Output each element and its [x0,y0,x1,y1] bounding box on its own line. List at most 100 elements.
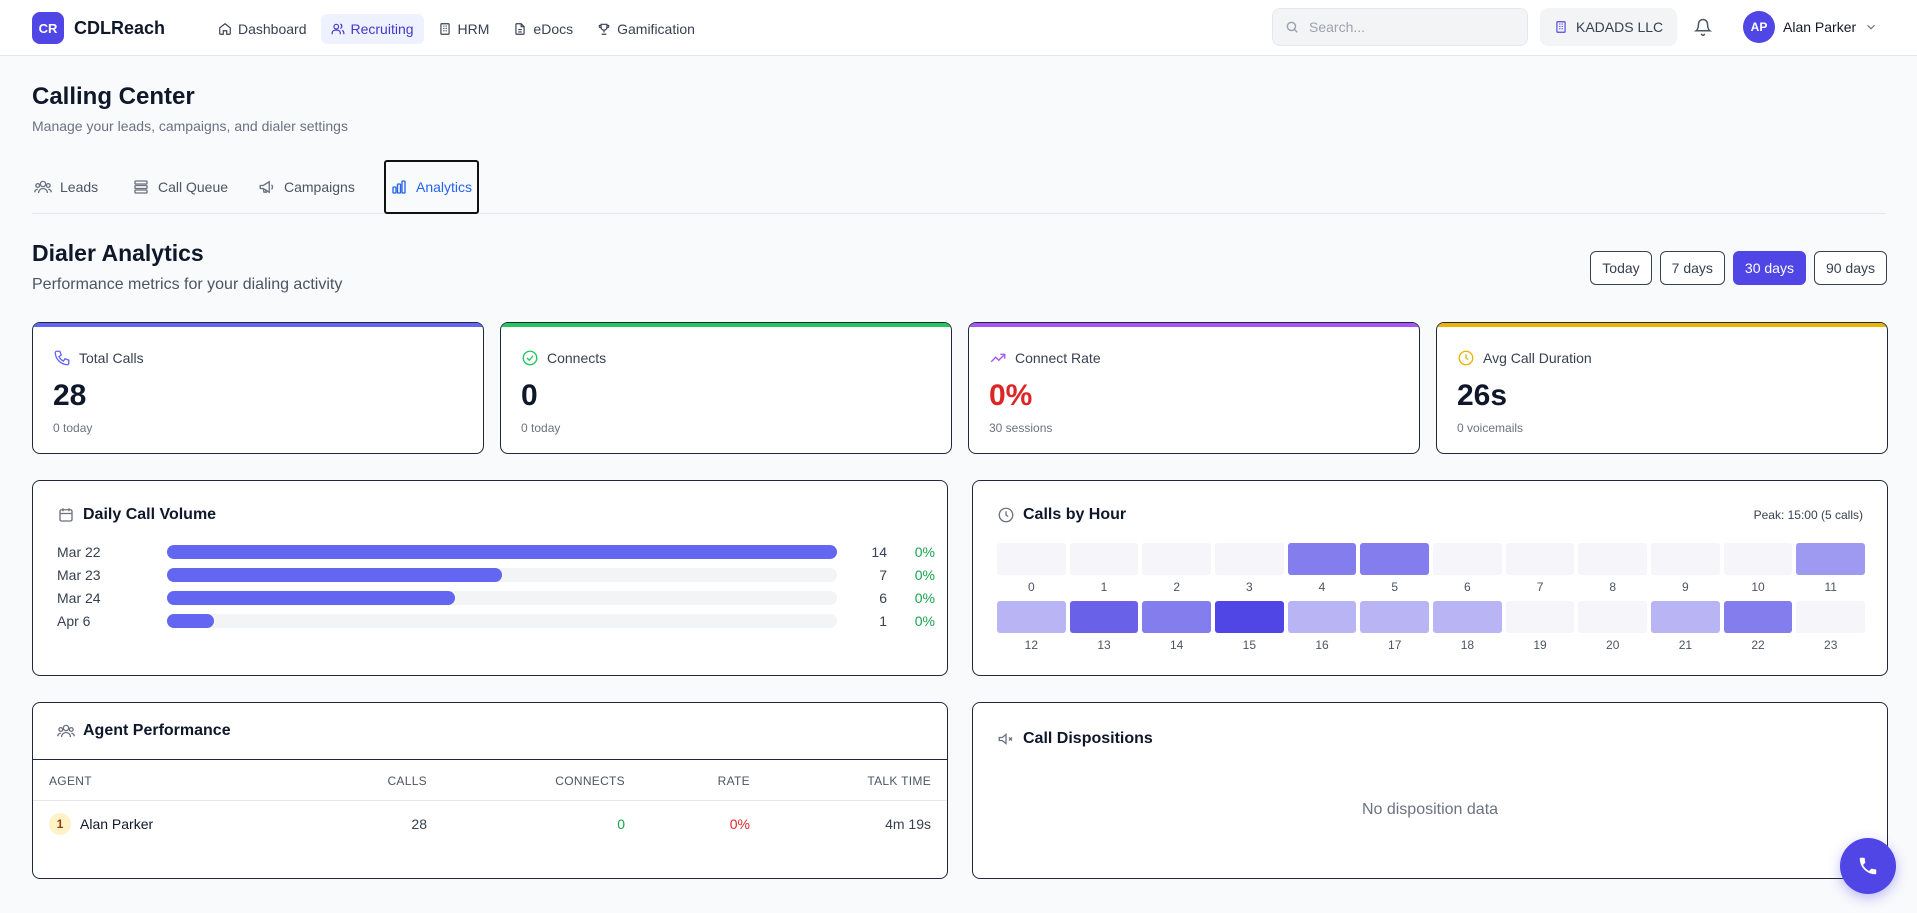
home-icon [219,23,231,35]
avatar: AP [1743,11,1775,43]
user-menu[interactable]: AP Alan Parker [1743,11,1878,43]
page-subtitle: Manage your leads, campaigns, and dialer… [32,118,348,134]
nav-label: eDocs [533,21,574,37]
column-header-calls: CALLS [387,774,427,788]
building-icon [439,23,450,35]
tab-campaigns[interactable]: Campaigns [258,160,355,214]
volume-bar-track [167,568,837,582]
volume-rate: 0% [914,613,935,629]
hour-label: 12 [1024,638,1039,652]
hour-label: 3 [1246,580,1253,594]
stat-label-row: Avg Call Duration [1457,349,1592,367]
hour-label: 9 [1682,580,1689,594]
nav-item-hrm[interactable]: HRM [428,14,500,44]
notifications-button[interactable] [1694,18,1712,36]
hour-label: 13 [1097,638,1111,652]
card-title: Agent Performance [83,722,231,739]
calendar-icon [59,508,73,522]
hour-cell [1723,601,1793,633]
hour-label: 8 [1609,580,1617,594]
volume-rate: 0% [914,567,935,583]
column-header-connects: CONNECTS [555,774,625,788]
empty-state-message: No disposition data [1361,801,1499,818]
hour-cell [1069,543,1139,575]
hour-cell [1651,543,1720,575]
hour-cell [997,601,1066,633]
hour-cell [1796,601,1866,633]
volume-count: 1 [879,613,887,629]
speaker-muted-icon [998,733,1013,745]
range-today-button[interactable]: Today [1590,251,1652,285]
date-range-selector: Today 7 days 30 days 90 days [1590,251,1887,285]
hour-label: 6 [1464,580,1471,594]
daily-volume-card: Daily Call Volume Mar 22 14 0% Mar 23 7 0% Mar… [32,480,948,676]
company-name: KADADS LLC [1576,19,1664,35]
floating-call-button[interactable] [1840,838,1896,894]
tab-analytics[interactable]: Analytics [384,160,480,214]
search-icon [1286,21,1298,33]
agent-calls: 28 [411,816,427,832]
page-title: Calling Center [32,83,195,110]
clock-icon [998,507,1014,523]
volume-bar-track [167,614,837,628]
hour-label: 22 [1751,638,1765,652]
tab-label: Call Queue [158,179,229,195]
hour-label: 17 [1388,638,1402,652]
volume-row: Mar 24 6 0% [57,588,941,608]
volume-rate: 0% [914,544,935,560]
range-30-days-button[interactable]: 30 days [1732,251,1806,285]
check-circle-icon [522,350,538,366]
users-icon [57,724,75,738]
volume-bar [167,568,502,582]
tab-call-queue[interactable]: Call Queue [132,160,228,214]
nav-item-gamification[interactable]: Gamification [587,14,705,44]
hour-label: 10 [1751,580,1765,594]
nav-label: HRM [457,21,490,37]
volume-date: Mar 23 [57,567,101,583]
card-header: Calls by Hour [997,506,1126,524]
list-icon [134,180,148,194]
volume-date: Apr 6 [57,613,91,629]
peak-label: Peak: 15:00 (5 calls) [1753,508,1863,522]
app-logo[interactable]: CR CDLReach [32,12,165,44]
tab-leads[interactable]: Leads [34,160,98,214]
chevron-down-icon [1867,24,1876,30]
company-switcher[interactable]: KADADS LLC [1540,8,1678,46]
volume-bar [167,614,214,628]
users-icon [34,180,52,194]
stat-card-avg-duration: Avg Call Duration 26s 0 voicemails [1436,322,1888,454]
nav-item-dashboard[interactable]: Dashboard [208,14,317,44]
volume-count: 7 [879,567,887,583]
stat-accent-bar [1437,323,1887,327]
stat-card-total-calls: Total Calls 28 0 today [32,322,484,454]
stat-value: 28 [53,379,87,412]
volume-bar [167,591,456,605]
column-header-talk-time: TALK TIME [867,774,931,788]
range-90-days-button[interactable]: 90 days [1813,251,1887,285]
range-7-days-button[interactable]: 7 days [1659,251,1725,285]
tab-label: Campaigns [284,179,355,195]
agent-talk-time: 4m 19s [885,816,931,832]
hour-label: 11 [1824,580,1837,594]
hour-cell [1578,601,1648,633]
table-header: AGENT CALLS CONNECTS RATE TALK TIME [33,759,947,801]
stat-card-connects: Connects 0 0 today [500,322,952,454]
hour-label: 1 [1100,580,1108,594]
search-input[interactable] [1309,19,1509,35]
app-name: CDLReach [74,17,166,38]
top-bar: CR CDLReach Dashboard Recruiting HRM eDo… [0,0,1917,56]
volume-row: Apr 6 1 0% [57,611,941,631]
hour-cell [1360,601,1430,633]
nav-item-recruiting[interactable]: Recruiting [320,14,424,44]
stat-label: Connect Rate [1015,350,1101,366]
card-title: Call Dispositions [1023,730,1153,747]
nav-label: Recruiting [350,21,414,37]
card-title: Daily Call Volume [83,506,217,523]
column-header-rate: RATE [717,774,750,788]
volume-count: 6 [879,590,887,606]
bell-icon [1694,18,1712,36]
nav-item-edocs[interactable]: eDocs [503,14,583,44]
nav-label: Gamification [617,21,695,37]
hour-cell [1433,543,1502,575]
